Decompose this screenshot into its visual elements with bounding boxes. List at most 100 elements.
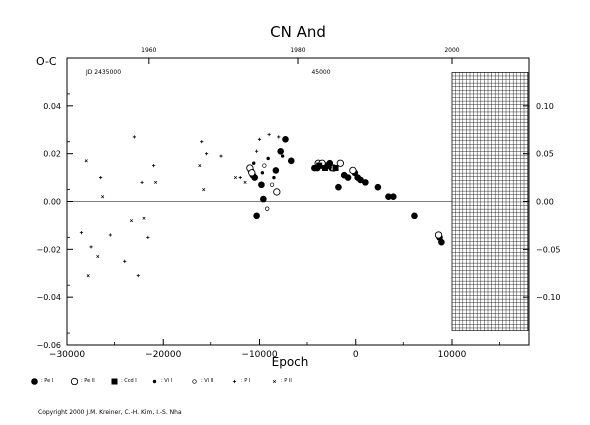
- data-point: [192, 379, 197, 384]
- data-point: [132, 135, 136, 139]
- data-point: [362, 179, 369, 186]
- x-tick-label: 10000: [438, 350, 467, 360]
- data-point: [140, 180, 144, 184]
- data-point: [260, 171, 265, 175]
- legend-item: : Pe I: [30, 375, 53, 387]
- right-tick-label: 0.00: [536, 198, 554, 207]
- data-point: [204, 152, 209, 156]
- data-point: [277, 135, 281, 139]
- legend-marker: [272, 379, 277, 384]
- data-point: [277, 147, 284, 155]
- data-point: [265, 206, 270, 211]
- y-axis-label: O-C: [36, 55, 57, 68]
- top-tick-label: 2000: [444, 47, 459, 54]
- x-tick-label: 0: [353, 350, 359, 360]
- series: [252, 154, 285, 180]
- legend-marker: [152, 379, 157, 384]
- data-point: [260, 195, 267, 203]
- data-point: [411, 212, 418, 220]
- legend-label: : Vi II: [201, 378, 214, 384]
- legend-item: : P II: [270, 375, 292, 387]
- data-point: [101, 195, 105, 199]
- data-point: [266, 156, 270, 161]
- data-point: [89, 245, 93, 249]
- y-tick-label: −0.02: [36, 245, 61, 254]
- series: [262, 163, 275, 211]
- data-point: [282, 136, 289, 143]
- y-tick-label: 0.02: [43, 150, 61, 159]
- data-point: [70, 377, 78, 385]
- data-point: [269, 182, 275, 187]
- y-tick-label: 0.04: [43, 102, 61, 111]
- data-point: [253, 212, 260, 220]
- data-point: [232, 379, 237, 384]
- data-point: [200, 140, 204, 144]
- data-point: [389, 193, 397, 201]
- data-point: [79, 230, 84, 235]
- right-tick-label: 0.05: [536, 150, 554, 159]
- legend-item: : Ccd I: [110, 375, 137, 387]
- hatched-region: [451, 72, 529, 331]
- data-point: [272, 379, 277, 384]
- data-point: [385, 193, 392, 201]
- data-point: [219, 154, 223, 158]
- legend-label: : Pe II: [81, 378, 95, 384]
- data-point: [349, 166, 357, 175]
- data-point: [335, 183, 342, 191]
- x-axis-label: Epoch: [272, 355, 309, 369]
- y-tick-label: 0.00: [43, 198, 61, 207]
- data-point: [262, 163, 267, 168]
- legend-item: : Pe II: [70, 375, 95, 387]
- legend-label: : P I: [241, 378, 251, 384]
- right-tick-label: 0.10: [536, 102, 554, 111]
- data-point: [258, 181, 265, 189]
- y-tick-label: −0.04: [36, 293, 61, 302]
- legend-item: : Vi I: [150, 375, 172, 387]
- data-point: [84, 159, 88, 163]
- data-point: [198, 164, 202, 168]
- data-point: [99, 175, 103, 180]
- legend-marker: [70, 377, 78, 385]
- data-point: [152, 164, 156, 168]
- data-points: [79, 132, 445, 278]
- data-point: [321, 165, 328, 172]
- legend-item: : P I: [230, 375, 250, 387]
- data-point: [96, 254, 100, 259]
- data-point: [86, 274, 90, 278]
- legend-marker: [111, 378, 118, 385]
- data-point: [123, 259, 127, 263]
- legend: : Pe I : Pe II : Ccd I : Vi I : Vi II : P I : …: [30, 375, 330, 387]
- data-point: [273, 188, 281, 196]
- data-point: [142, 216, 146, 220]
- legend-label: : Pe I: [41, 378, 54, 384]
- right-tick-label: −0.05: [536, 245, 561, 254]
- series: [84, 159, 247, 278]
- top-axis-mid-label: 45000: [311, 69, 330, 76]
- data-point: [316, 162, 323, 169]
- data-point: [374, 183, 382, 191]
- top-tick-label: 1960: [141, 47, 156, 54]
- series: [316, 162, 339, 172]
- data-point: [146, 235, 150, 239]
- data-point: [111, 378, 118, 385]
- data-point: [129, 219, 134, 223]
- data-point: [344, 174, 352, 181]
- x-tick-label: −30000: [49, 350, 85, 360]
- copyright-text: Copyright 2000 J.M. Kreiner, C.-H. Kim, …: [38, 409, 182, 416]
- data-point: [248, 169, 256, 177]
- data-point: [336, 159, 344, 167]
- x-tick-label: −10000: [241, 350, 277, 360]
- top-axis-label: JD 2435000: [85, 69, 121, 76]
- data-point: [243, 180, 247, 184]
- data-point: [255, 149, 259, 153]
- data-point: [238, 175, 242, 180]
- legend-label: : Ccd I: [121, 378, 137, 384]
- legend-label: : Vi I: [161, 378, 173, 384]
- data-point: [280, 154, 285, 158]
- right-tick-label: −0.10: [536, 293, 561, 302]
- data-point: [108, 233, 112, 237]
- data-point: [257, 137, 262, 141]
- data-point: [136, 274, 140, 278]
- y-tick-label: −0.06: [36, 341, 61, 350]
